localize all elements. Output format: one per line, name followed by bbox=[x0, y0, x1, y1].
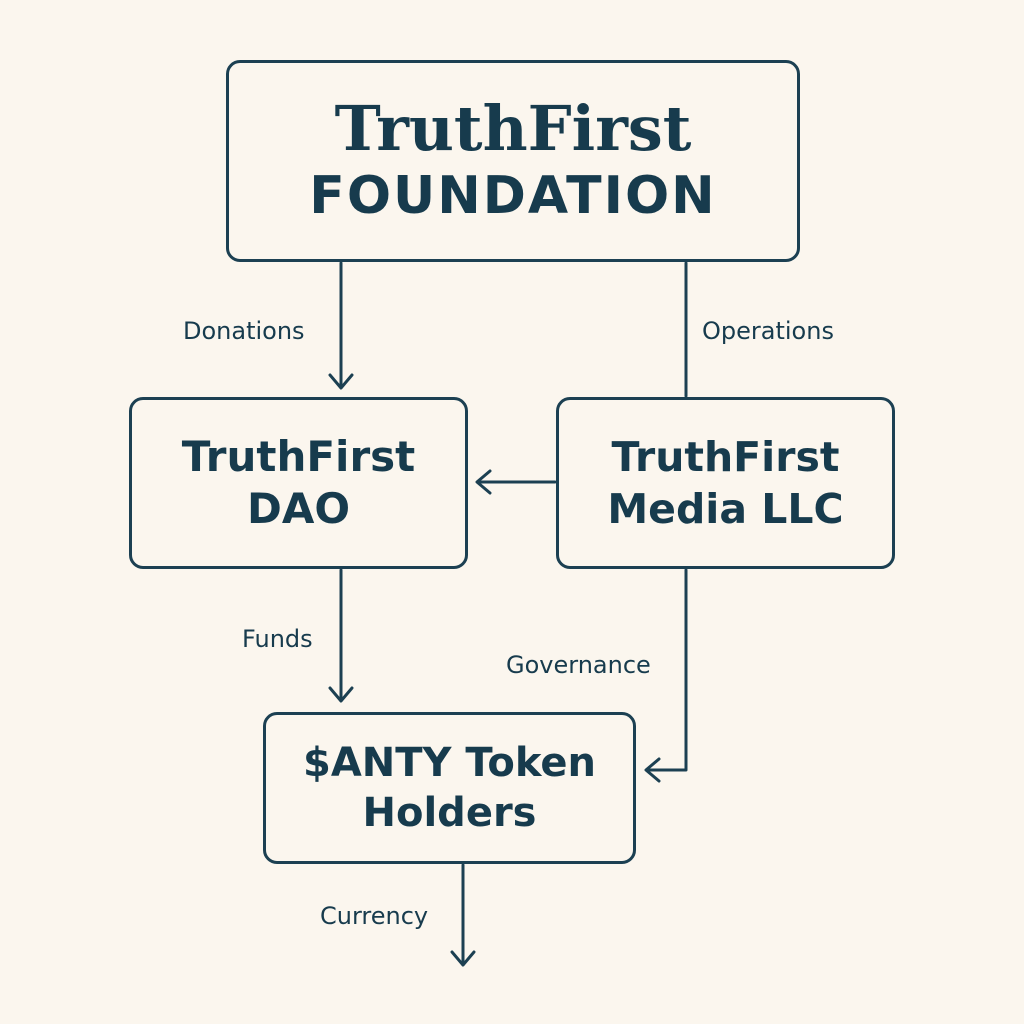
node-foundation-line-1: TruthFirst bbox=[334, 92, 692, 165]
edge-currency-arrowhead bbox=[450, 950, 476, 967]
node-truthfirst-dao: TruthFirst DAO bbox=[129, 397, 468, 569]
edge-label-operations: Operations bbox=[702, 317, 834, 345]
edge-label-governance: Governance bbox=[506, 651, 651, 679]
edge-governance-arrowhead bbox=[644, 757, 661, 783]
edge-donations-arrowhead bbox=[328, 373, 354, 390]
node-token-line-1: $ANTY Token bbox=[302, 740, 597, 786]
edge-label-funds: Funds bbox=[242, 625, 313, 653]
node-media-line-2: Media LLC bbox=[607, 485, 844, 533]
node-token-line-2: Holders bbox=[362, 790, 537, 836]
edge-label-donations: Donations bbox=[183, 317, 305, 345]
node-truthfirst-foundation: TruthFirst FOUNDATION bbox=[226, 60, 800, 262]
node-dao-line-2: DAO bbox=[246, 484, 351, 533]
node-truthfirst-media-llc: TruthFirst Media LLC bbox=[556, 397, 895, 569]
edge-governance-line bbox=[645, 568, 688, 772]
edge-label-currency: Currency bbox=[320, 902, 429, 930]
edge-media-dao-arrowhead bbox=[475, 469, 492, 495]
node-dao-line-1: TruthFirst bbox=[181, 432, 416, 481]
node-foundation-line-2: FOUNDATION bbox=[309, 166, 717, 226]
node-media-line-1: TruthFirst bbox=[611, 433, 840, 481]
edge-funds-arrowhead bbox=[328, 686, 354, 703]
node-anty-token-holders: $ANTY Token Holders bbox=[263, 712, 636, 864]
